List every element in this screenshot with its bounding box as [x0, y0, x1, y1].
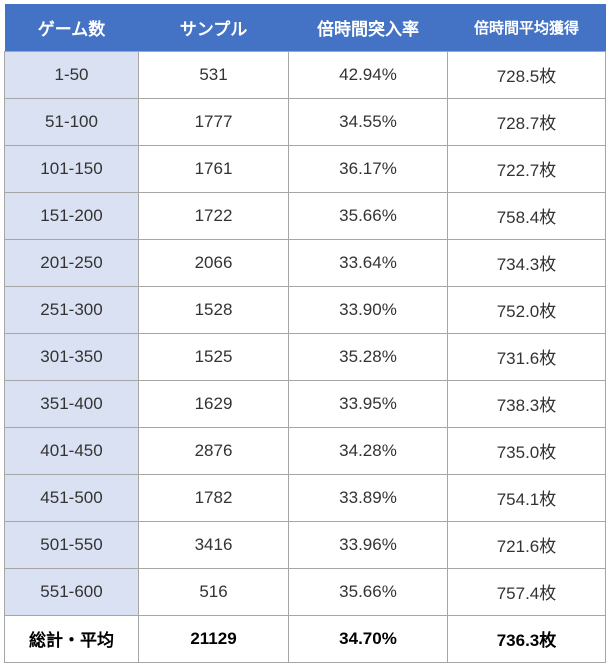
table-cell: 1525 [139, 333, 289, 380]
table-cell: 1-50 [5, 51, 139, 98]
table-cell: 1528 [139, 286, 289, 333]
table-cell: 551-600 [5, 568, 139, 615]
table-cell: 501-550 [5, 521, 139, 568]
table-cell: 1761 [139, 145, 289, 192]
table-cell: 731.6枚 [448, 333, 606, 380]
header-sample: サンプル [139, 4, 289, 51]
table-row: 201-250206633.64%734.3枚 [5, 239, 606, 286]
table-cell: 721.6枚 [448, 521, 606, 568]
table-cell: 516 [139, 568, 289, 615]
table-cell: 42.94% [289, 51, 448, 98]
table-header-row: ゲーム数 サンプル 倍時間突入率 倍時間平均獲得 [5, 4, 606, 51]
table-cell: 201-250 [5, 239, 139, 286]
table-row: 1-5053142.94%728.5枚 [5, 51, 606, 98]
table-cell: 728.7枚 [448, 98, 606, 145]
table-row: 351-400162933.95%738.3枚 [5, 380, 606, 427]
table-cell: 1777 [139, 98, 289, 145]
data-table: ゲーム数 サンプル 倍時間突入率 倍時間平均獲得 1-5053142.94%72… [4, 4, 606, 663]
table-cell: 34.28% [289, 427, 448, 474]
table-cell: 722.7枚 [448, 145, 606, 192]
header-avg: 倍時間平均獲得 [448, 4, 606, 51]
table-cell: 734.3枚 [448, 239, 606, 286]
table-total-cell: 総計・平均 [5, 615, 139, 662]
table-total-cell: 21129 [139, 615, 289, 662]
table-cell: 151-200 [5, 192, 139, 239]
table-cell: 2876 [139, 427, 289, 474]
table-row: 51-100177734.55%728.7枚 [5, 98, 606, 145]
table-cell: 251-300 [5, 286, 139, 333]
header-games: ゲーム数 [5, 4, 139, 51]
table-cell: 35.66% [289, 568, 448, 615]
table-cell: 101-150 [5, 145, 139, 192]
table-row: 251-300152833.90%752.0枚 [5, 286, 606, 333]
table-cell: 33.89% [289, 474, 448, 521]
table-row: 451-500178233.89%754.1枚 [5, 474, 606, 521]
table-cell: 36.17% [289, 145, 448, 192]
table-cell: 735.0枚 [448, 427, 606, 474]
table-total-cell: 736.3枚 [448, 615, 606, 662]
header-rate: 倍時間突入率 [289, 4, 448, 51]
table-row: 401-450287634.28%735.0枚 [5, 427, 606, 474]
table-cell: 752.0枚 [448, 286, 606, 333]
table-cell: 1722 [139, 192, 289, 239]
table-cell: 757.4枚 [448, 568, 606, 615]
table-cell: 35.28% [289, 333, 448, 380]
table-cell: 51-100 [5, 98, 139, 145]
table-row: 101-150176136.17%722.7枚 [5, 145, 606, 192]
table-row: 151-200172235.66%758.4枚 [5, 192, 606, 239]
table-row: 501-550341633.96%721.6枚 [5, 521, 606, 568]
table-row: 551-60051635.66%757.4枚 [5, 568, 606, 615]
table-cell: 2066 [139, 239, 289, 286]
table-total-cell: 34.70% [289, 615, 448, 662]
table-total-row: 総計・平均2112934.70%736.3枚 [5, 615, 606, 662]
table-cell: 3416 [139, 521, 289, 568]
table-cell: 34.55% [289, 98, 448, 145]
table-cell: 401-450 [5, 427, 139, 474]
table-row: 301-350152535.28%731.6枚 [5, 333, 606, 380]
table-cell: 33.64% [289, 239, 448, 286]
table-cell: 35.66% [289, 192, 448, 239]
table-cell: 351-400 [5, 380, 139, 427]
table-cell: 33.90% [289, 286, 448, 333]
table-cell: 758.4枚 [448, 192, 606, 239]
table-cell: 728.5枚 [448, 51, 606, 98]
table-cell: 33.95% [289, 380, 448, 427]
table-cell: 301-350 [5, 333, 139, 380]
table-cell: 531 [139, 51, 289, 98]
table-cell: 451-500 [5, 474, 139, 521]
table-cell: 738.3枚 [448, 380, 606, 427]
table-cell: 754.1枚 [448, 474, 606, 521]
table-cell: 33.96% [289, 521, 448, 568]
table-cell: 1629 [139, 380, 289, 427]
table-body: 1-5053142.94%728.5枚51-100177734.55%728.7… [5, 51, 606, 662]
table-cell: 1782 [139, 474, 289, 521]
